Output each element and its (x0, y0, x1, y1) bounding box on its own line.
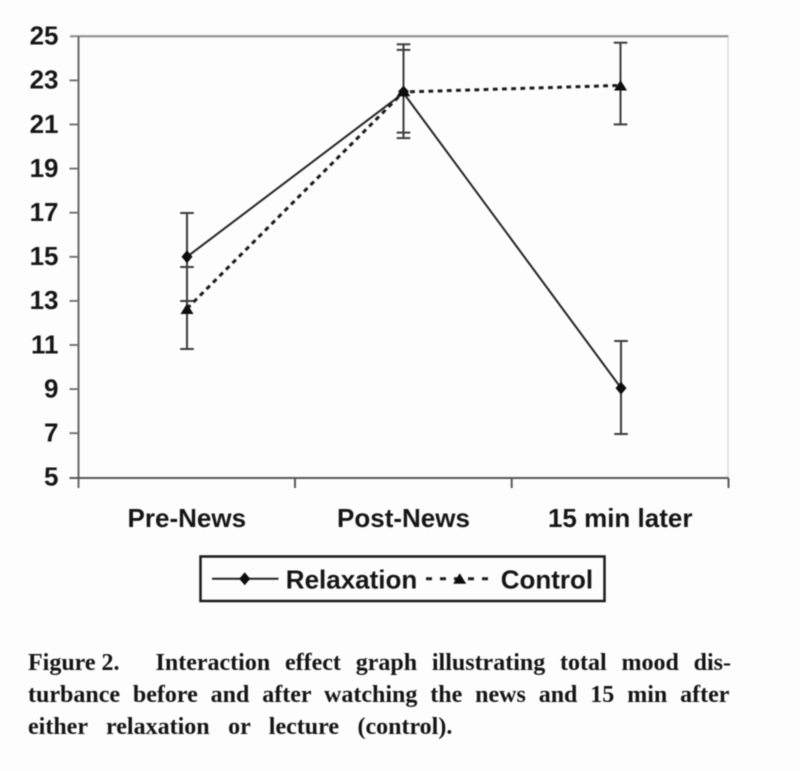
svg-text:15 min later: 15 min later (548, 503, 693, 533)
svg-text:Pre-News: Pre-News (128, 503, 247, 533)
svg-text:17: 17 (30, 197, 59, 227)
svg-text:19: 19 (30, 153, 59, 183)
svg-text:9: 9 (44, 373, 58, 403)
svg-text:Control: Control (501, 565, 593, 595)
svg-text:7: 7 (44, 418, 58, 448)
svg-text:21: 21 (30, 109, 59, 139)
svg-text:5: 5 (44, 462, 58, 492)
svg-text:13: 13 (30, 285, 59, 315)
svg-text:23: 23 (30, 65, 59, 95)
svg-text:25: 25 (30, 21, 59, 51)
svg-text:Relaxation: Relaxation (286, 565, 418, 595)
svg-text:Post-News: Post-News (337, 503, 470, 533)
svg-text:11: 11 (31, 329, 59, 359)
svg-text:15: 15 (30, 241, 59, 271)
